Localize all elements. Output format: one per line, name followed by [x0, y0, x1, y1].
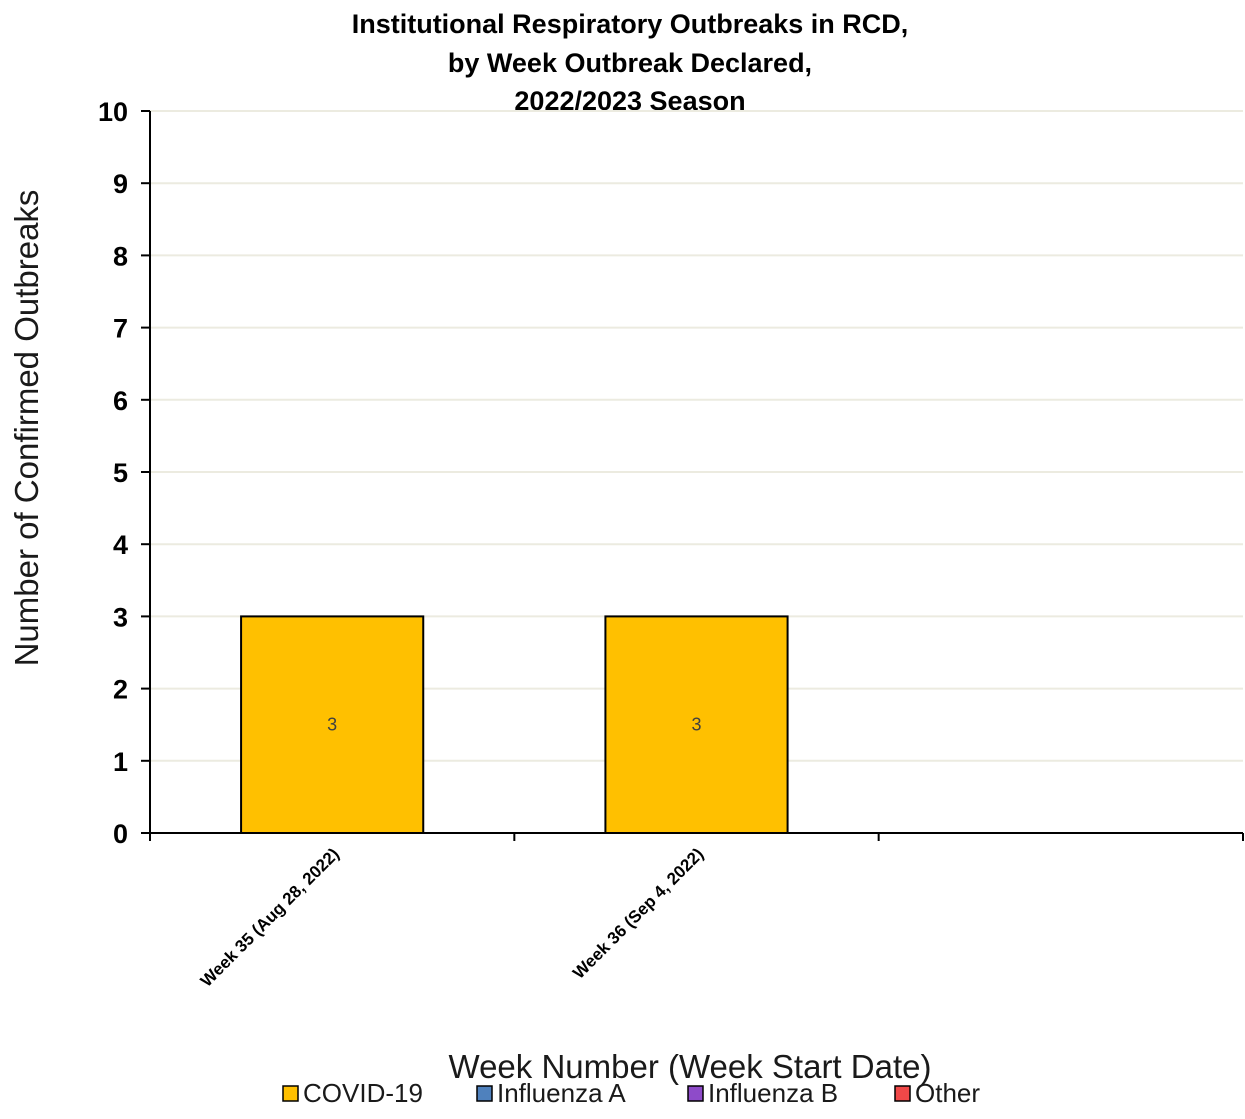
data-label: 3 — [691, 715, 701, 735]
bar — [604, 615, 789, 835]
y-axis-label: Number of Confirmed Outbreaks — [8, 190, 45, 667]
legend: COVID-19 Influenza A Influenza B Other — [282, 1078, 980, 1108]
legend-label: COVID-19 — [303, 1078, 423, 1108]
y-tick-label: 6 — [113, 386, 128, 416]
axes — [141, 110, 1244, 841]
y-tick-label: 10 — [98, 97, 128, 127]
y-tick-label: 7 — [113, 314, 128, 344]
y-tick-label: 8 — [113, 241, 128, 271]
x-tick-labels: Week 35 (Aug 28, 2022) Week 36 (Sep 4, 20… — [197, 844, 708, 990]
legend-swatch — [282, 1085, 299, 1102]
y-tick-label: 0 — [113, 819, 128, 849]
chart-title-line-1: Institutional Respiratory Outbreaks in R… — [352, 9, 909, 39]
chart-title-line-2: by Week Outbreak Declared, — [448, 48, 812, 78]
x-tick-label: Week 36 (Sep 4, 2022) — [569, 844, 707, 982]
legend-swatch — [894, 1085, 911, 1102]
legend-label: Other — [915, 1078, 980, 1108]
y-tick-labels: 0 1 2 3 4 5 6 7 8 9 10 — [98, 97, 128, 849]
legend-label: Influenza A — [497, 1078, 626, 1108]
legend-swatch — [687, 1085, 704, 1102]
bar — [240, 615, 425, 835]
x-axis-label: Week Number (Week Start Date) — [449, 1048, 932, 1085]
legend-swatch — [476, 1085, 493, 1102]
y-tick-label: 5 — [113, 458, 128, 488]
y-tick-label: 9 — [113, 169, 128, 199]
legend-label: Influenza B — [708, 1078, 838, 1108]
y-tick-label: 1 — [113, 747, 128, 777]
x-tick-label: Week 35 (Aug 28, 2022) — [197, 844, 343, 990]
y-tick-label: 4 — [113, 530, 128, 560]
y-tick-label: 3 — [113, 602, 128, 632]
y-tick-label: 2 — [113, 675, 128, 705]
data-label: 3 — [327, 715, 337, 735]
